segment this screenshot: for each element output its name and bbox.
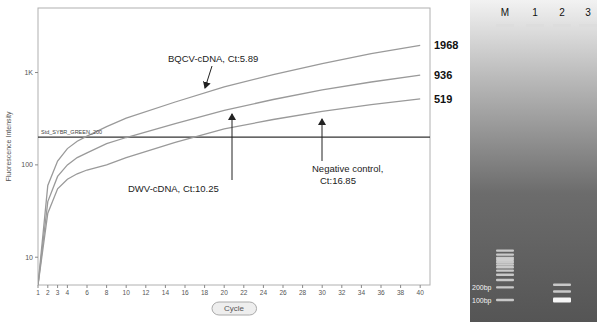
x-tick-label: 3 bbox=[56, 289, 60, 296]
x-tick-label: 32 bbox=[338, 289, 346, 296]
x-tick bbox=[400, 285, 401, 288]
x-tick bbox=[47, 285, 48, 288]
x-tick bbox=[243, 285, 244, 288]
y-axis-title: Fluorescence Intensity bbox=[5, 111, 13, 182]
gel-band bbox=[553, 284, 571, 286]
size-label: 200bp bbox=[472, 284, 492, 292]
x-tick bbox=[420, 285, 421, 288]
x-tick-label: 36 bbox=[377, 289, 385, 296]
x-tick bbox=[224, 285, 225, 288]
lane-label: 2 bbox=[559, 7, 565, 18]
x-tick-label: 2 bbox=[46, 289, 50, 296]
x-tick-label: 30 bbox=[319, 289, 327, 296]
x-tick-label: 34 bbox=[358, 289, 366, 296]
x-tick bbox=[381, 285, 382, 288]
x-tick bbox=[126, 285, 127, 288]
end-value-label: 936 bbox=[434, 69, 452, 81]
gel-band bbox=[496, 266, 514, 268]
x-tick-label: 1 bbox=[36, 289, 40, 296]
annotation-line: Ct:16.85 bbox=[320, 175, 356, 186]
x-tick-label: 20 bbox=[221, 289, 229, 296]
plot-marks bbox=[38, 45, 430, 285]
y-tick-label: 10 bbox=[25, 254, 33, 261]
x-axis-title-box bbox=[212, 302, 257, 315]
gel-band bbox=[496, 257, 514, 259]
x-tick bbox=[283, 285, 284, 288]
lane-label: 1 bbox=[532, 7, 538, 18]
x-tick-label: 14 bbox=[162, 289, 170, 296]
x-tick-label: 28 bbox=[299, 289, 307, 296]
gel-background bbox=[470, 0, 597, 322]
annotation-arrow bbox=[205, 66, 212, 88]
figure: 101001K123468101214161820222426283032343… bbox=[0, 0, 597, 322]
x-tick-label: 10 bbox=[123, 289, 131, 296]
gel-well bbox=[579, 24, 597, 27]
x-tick-label: 12 bbox=[142, 289, 150, 296]
x-tick bbox=[263, 285, 264, 288]
x-tick-label: 6 bbox=[85, 289, 89, 296]
x-tick bbox=[341, 285, 342, 288]
threshold-label: Std_SYBR_GREEN_200 bbox=[41, 129, 102, 135]
x-tick bbox=[165, 285, 166, 288]
gel-band bbox=[496, 274, 514, 276]
x-tick-label: 16 bbox=[181, 289, 189, 296]
gel-band bbox=[553, 298, 571, 303]
y-tick bbox=[35, 164, 38, 165]
x-tick bbox=[38, 285, 39, 288]
annotation-line: Negative control, bbox=[312, 163, 383, 174]
y-tick bbox=[35, 257, 38, 258]
end-value-label: 1968 bbox=[434, 39, 458, 51]
gel-well bbox=[496, 24, 514, 27]
x-tick-label: 24 bbox=[260, 289, 268, 296]
annotation-arrow bbox=[232, 114, 233, 180]
gel-band bbox=[496, 279, 514, 281]
annotation: BQCV-cDNA, Ct:5.89 bbox=[168, 53, 258, 64]
y-tick-label: 100 bbox=[21, 161, 33, 168]
lane-label: 3 bbox=[585, 7, 591, 18]
amplification-curve bbox=[38, 99, 420, 285]
size-label: 100bp bbox=[472, 297, 492, 305]
gel-band bbox=[496, 263, 514, 265]
y-tick bbox=[35, 72, 38, 73]
end-value-label: 519 bbox=[434, 93, 452, 105]
x-tick bbox=[322, 285, 323, 288]
gel-band bbox=[496, 249, 514, 251]
x-tick-label: 26 bbox=[279, 289, 287, 296]
amplification-curve bbox=[38, 75, 420, 285]
amplification-curve bbox=[38, 45, 420, 285]
y-tick-label: 1K bbox=[24, 69, 33, 76]
plot-frame bbox=[38, 8, 430, 285]
threshold-line bbox=[38, 136, 430, 137]
annotation: DWV-cDNA, Ct:10.25 bbox=[128, 183, 219, 194]
x-tick-label: 38 bbox=[397, 289, 405, 296]
x-tick-label: 40 bbox=[417, 289, 425, 296]
x-tick bbox=[67, 285, 68, 288]
lane-label: M bbox=[501, 7, 509, 18]
x-tick bbox=[302, 285, 303, 288]
x-tick bbox=[145, 285, 146, 288]
gel-band bbox=[496, 253, 514, 255]
x-tick-label: 8 bbox=[105, 289, 109, 296]
gel-band bbox=[553, 290, 571, 292]
gel-band bbox=[496, 299, 514, 301]
gel-well bbox=[526, 24, 544, 27]
x-tick bbox=[106, 285, 107, 288]
x-tick bbox=[361, 285, 362, 288]
annotation-arrow bbox=[322, 119, 323, 161]
gel-band bbox=[496, 261, 514, 263]
gel-well bbox=[553, 24, 571, 27]
x-tick-label: 4 bbox=[66, 289, 70, 296]
x-tick bbox=[87, 285, 88, 288]
x-tick bbox=[204, 285, 205, 288]
x-tick-label: 22 bbox=[240, 289, 248, 296]
x-tick-label: 18 bbox=[201, 289, 209, 296]
gel-band bbox=[496, 269, 514, 271]
gel-band bbox=[496, 286, 514, 288]
annotation: Negative control,Ct:16.85 bbox=[312, 163, 383, 186]
x-tick bbox=[185, 285, 186, 288]
x-tick bbox=[57, 285, 58, 288]
x-axis-title: Cycle bbox=[224, 304, 245, 313]
